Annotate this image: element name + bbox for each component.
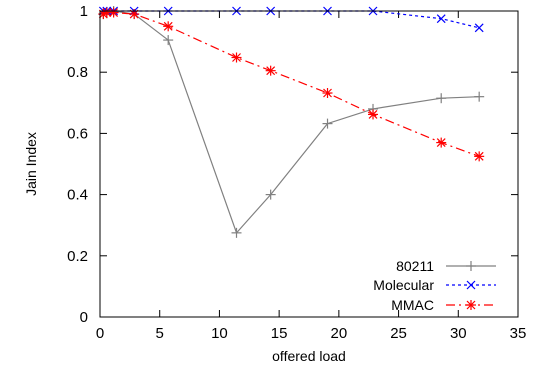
data-point [474,91,485,102]
data-point [265,189,276,200]
x-tick-label: 35 [510,325,527,342]
data-point [474,151,485,162]
legend-entry-80211: 80211 [396,258,496,274]
y-axis-title: Jain Index [23,132,39,196]
data-point [368,109,379,120]
data-point [436,93,447,104]
x-tick-label: 20 [331,325,348,342]
legend: 80211 Molecular MMAC [373,258,496,313]
series-80211 [98,6,485,238]
legend-entry-molecular: Molecular [373,277,496,293]
legend-marker [466,280,476,290]
legend-label: MMAC [391,297,434,313]
legend-entry-mmac: MMAC [391,297,496,313]
data-point [322,88,333,99]
y-tick-label: 0.6 [67,125,88,142]
data-point [163,21,174,32]
y-tick-label: 1 [80,3,88,20]
x-tick-label: 10 [211,325,228,342]
x-tick-label: 15 [271,325,288,342]
x-tick-label: 0 [96,325,104,342]
legend-marker [466,300,476,310]
data-point [231,227,242,238]
data-point [436,137,447,148]
ticks-layer: 0 5 10 15 20 25 30 35 0 0.2 0.4 0.6 0.8 1 [67,3,526,342]
y-tick-label: 0.2 [67,248,88,265]
series-line [103,10,480,235]
x-tick-label: 30 [450,325,467,342]
data-point [474,23,484,33]
x-axis-title: offered load [272,348,346,364]
legend-label: Molecular [373,277,434,293]
y-tick-label: 0 [80,309,88,326]
x-tick-label: 25 [390,325,407,342]
data-point [322,118,333,129]
data-point [436,14,446,24]
legend-marker [466,261,476,271]
series-layer [98,6,485,238]
y-tick-label: 0.8 [67,64,88,81]
plot-frame [99,10,519,318]
data-point [163,35,174,46]
x-tick-label: 5 [156,325,164,342]
y-tick-label: 0.4 [67,187,88,204]
legend-label: 80211 [396,258,434,274]
data-point [108,7,119,18]
data-point [265,65,276,76]
data-point [231,52,242,63]
